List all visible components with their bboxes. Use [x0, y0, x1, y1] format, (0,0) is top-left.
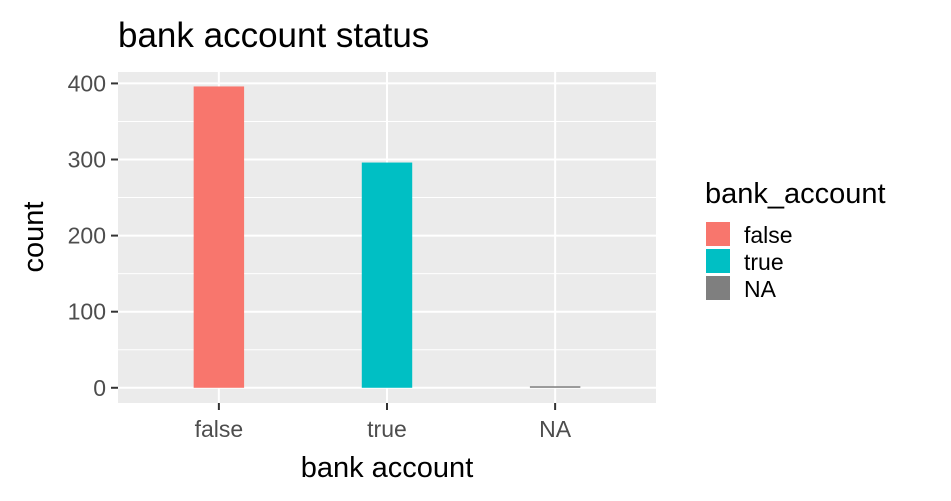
bar-NA [529, 386, 581, 388]
y-axis-title: count [18, 202, 50, 273]
y-axis: 0 100 200 300 400 [68, 70, 118, 401]
bar-false [193, 86, 245, 388]
x-tick-label: false [195, 416, 244, 442]
y-tick-label: 400 [68, 70, 106, 96]
legend-label: true [744, 249, 784, 275]
legend-title: bank_account [705, 178, 886, 210]
y-tick-label: 0 [93, 375, 106, 401]
legend-key-false [706, 222, 730, 246]
x-axis: false true NA [195, 403, 572, 442]
y-tick-label: 300 [68, 147, 106, 173]
bar-true [361, 162, 413, 388]
x-tick-label: true [367, 416, 407, 442]
x-axis-title: bank account [301, 452, 474, 484]
y-tick-label: 100 [68, 299, 106, 325]
chart-title: bank account status [118, 16, 429, 55]
bars [193, 86, 581, 388]
legend-label: NA [744, 276, 777, 302]
x-tick-label: NA [539, 416, 572, 442]
legend-key-true [706, 249, 730, 273]
y-tick-label: 200 [68, 223, 106, 249]
legend-label: false [744, 222, 793, 248]
legend-key-NA [706, 276, 730, 300]
